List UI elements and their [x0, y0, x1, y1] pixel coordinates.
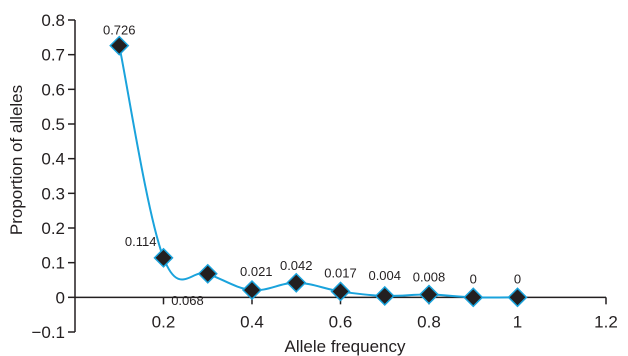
- y-tick-label: 0.3: [41, 184, 65, 203]
- data-label: 0.021: [240, 264, 273, 279]
- y-tick-label: 0.1: [41, 254, 65, 273]
- data-point: [374, 285, 395, 307]
- data-point: [153, 247, 174, 268]
- marker-layer: [109, 35, 528, 308]
- x-tick-label: 1: [513, 312, 522, 331]
- data-label: 0.114: [125, 234, 157, 249]
- data-label: 0: [514, 271, 521, 286]
- x-tick-label: 0.2: [152, 312, 176, 331]
- data-point: [507, 287, 528, 308]
- data-point: [109, 35, 130, 56]
- data-label: 0.004: [368, 268, 401, 283]
- y-tick-label: 0.2: [41, 219, 65, 238]
- label-layer: 0.726 0.114 0.068 0.021 0.042 0.017 0.004 0.008…: [103, 23, 521, 308]
- data-point: [286, 272, 307, 293]
- line-layer: [118, 45, 518, 299]
- x-axis-title: Allele frequency: [285, 337, 406, 356]
- data-label: 0: [470, 271, 477, 286]
- data-label: 0.017: [324, 265, 357, 280]
- x-tick-label: 0.8: [417, 312, 441, 331]
- data-point: [463, 287, 484, 308]
- data-label: 0.042: [280, 258, 313, 273]
- data-point: [330, 281, 351, 302]
- data-label: 0.726: [103, 23, 136, 38]
- data-point: [418, 284, 440, 305]
- y-tick-label: 0: [56, 288, 65, 307]
- x-tick-label: 1.2: [594, 312, 618, 331]
- y-tick-label: 0.4: [41, 150, 65, 169]
- y-tick-label: 0.7: [41, 46, 65, 65]
- data-label: 0.068: [171, 293, 204, 308]
- y-tick-label: 0.8: [41, 11, 65, 30]
- y-tick-label: −0.1: [31, 323, 65, 342]
- y-tick-label: 0.5: [41, 115, 65, 134]
- y-tick-label: 0.6: [41, 80, 65, 99]
- x-tick-label: 0.4: [240, 312, 264, 331]
- data-point: [241, 279, 263, 301]
- series-line: [118, 45, 518, 299]
- x-tick-label: 0.6: [329, 312, 353, 331]
- data-label: 0.008: [413, 270, 446, 285]
- ticks: −0.1 0 0.1 0.2 0.3 0.4 0.5 0.6 0.7 0.8 0.2 0.4 0.6 0.…: [31, 11, 617, 342]
- y-axis-title: Proportion of alleles: [7, 85, 26, 235]
- data-point: [197, 263, 218, 284]
